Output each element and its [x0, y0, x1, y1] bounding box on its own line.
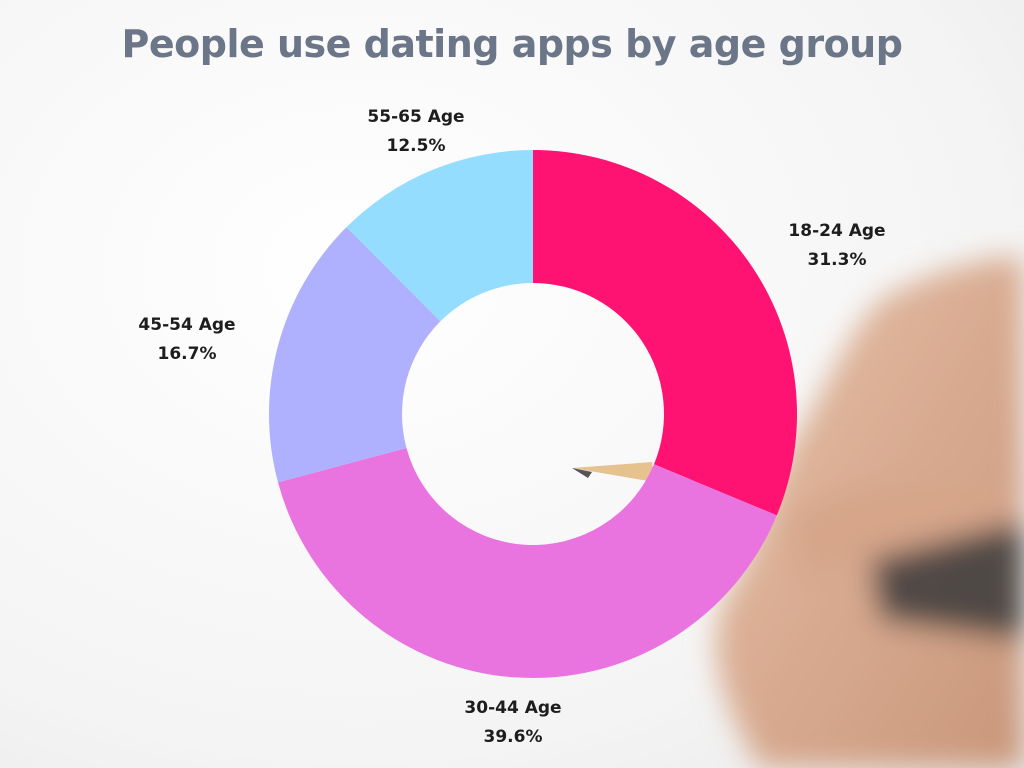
slice-label-category: 30-44 Age — [464, 698, 561, 718]
chart-title: People use dating apps by age group — [121, 22, 903, 66]
slice-label-percent: 16.7% — [158, 344, 217, 364]
slice-label-percent: 31.3% — [808, 250, 867, 270]
slice-label-category: 18-24 Age — [788, 221, 885, 241]
donut-slice-45-54-age — [269, 227, 441, 483]
slice-label-percent: 12.5% — [387, 136, 446, 156]
slice-label-category: 45-54 Age — [138, 315, 235, 335]
slice-label-percent: 39.6% — [484, 727, 543, 747]
donut-slices — [269, 150, 797, 679]
donut-slice-30-44-age — [278, 447, 777, 679]
slice-label-category: 55-65 Age — [367, 107, 464, 127]
hand-with-pencil — [572, 257, 1024, 768]
slice-labels: 18-24 Age 31.3% 30-44 Age 39.6% 45-54 Age 16.… — [138, 107, 885, 747]
donut-slice-18-24-age — [533, 150, 797, 516]
donut-slice-55-65-age — [346, 150, 533, 322]
